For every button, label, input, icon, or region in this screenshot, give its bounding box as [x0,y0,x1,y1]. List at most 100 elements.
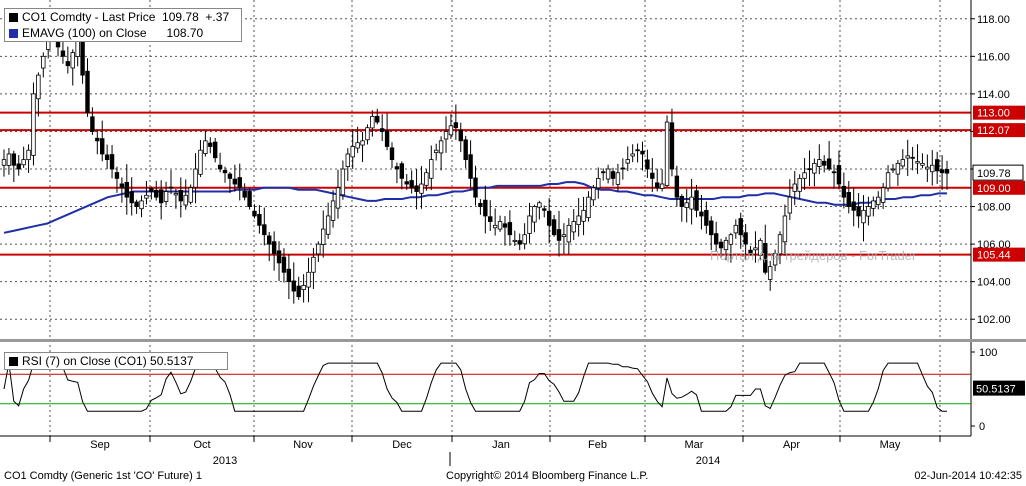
price-candle [129,177,134,216]
price-candle [939,155,945,190]
legend-rsi-value: 50.5137 [150,354,194,368]
last-price-tag [972,164,1024,181]
price-candle [443,116,449,153]
price-candle [615,163,621,192]
level-label: 113.00 [977,108,1010,120]
price-candle [905,139,910,177]
price-candle [748,246,753,256]
price-candle [41,52,46,78]
price-candle [944,160,950,190]
price-candle [841,172,847,209]
price-legend: CO1 Comdty - Last Price 109.78 +.37 EMAV… [4,8,242,42]
year-tick-label: 2014 [696,455,720,467]
price-candle [718,238,724,258]
legend-row-rsi[interactable]: RSI (7) on Close (CO1) 50.5137 [5,353,227,369]
y-tick-label: 114.00 [977,89,1010,101]
price-candle [925,154,930,182]
price-candle [276,241,282,282]
price-candle [934,151,940,184]
price-candle [767,260,773,291]
price-candle [831,164,837,189]
price-candle [60,39,66,64]
price-candle [394,162,400,184]
price-candle [384,113,390,151]
y-tick-label: 116.00 [977,51,1010,63]
price-candle [694,184,699,218]
price-candle [222,166,228,183]
price-candle [193,153,198,204]
price-candle [212,137,218,163]
y-tick-label: 104.00 [977,277,1011,289]
price-candle [232,164,238,192]
price-candle [70,49,75,86]
legend-row-price[interactable]: CO1 Comdty - Last Price 109.78 +.37 [5,9,241,25]
price-candle [930,150,935,186]
month-tick-label: Feb [588,439,607,451]
legend-row-ema[interactable]: EMAVG (100) on Close 108.70 [5,25,241,41]
price-candle [836,150,842,190]
price-candle [772,249,778,272]
price-candle [271,231,277,271]
price-candle [561,223,567,254]
price-candle [483,185,488,234]
price-candle [330,190,336,228]
price-candle [154,180,159,201]
price-candle [635,143,640,163]
price-candle [21,146,26,168]
price-candle [409,170,414,194]
price-candle [473,165,478,206]
legend-ema-value: 108.70 [166,26,204,40]
price-candle [738,212,743,249]
price-candle [522,223,527,250]
rsi-tick-label: 100 [979,347,997,359]
price-candle [596,167,601,199]
price-candle [488,200,493,231]
price-candle [699,194,704,230]
price-candle [822,155,827,173]
month-tick-label: Sep [90,439,110,451]
price-candle [453,104,459,140]
month-tick-label: Apr [783,439,800,451]
price-candle [600,168,606,181]
rsi-line [3,362,947,412]
price-candle [723,236,729,261]
footer-center: Copyright© 2014 Bloomberg Finance L.P. [446,470,649,482]
legend-price-value: 109.78 [162,10,199,24]
price-candle [542,205,547,218]
price-candle [208,137,213,154]
price-candle [311,247,316,290]
price-candle [620,158,626,180]
level-tag [973,105,1025,120]
price-candle [104,144,110,169]
price-candle [203,130,208,157]
price-candle [512,230,517,246]
price-candle [458,122,463,153]
price-candle [65,46,71,74]
y-tick-label: 118.00 [977,14,1010,26]
price-candle [414,168,419,210]
price-candle [797,174,802,199]
price-candle [664,115,670,188]
price-candle [876,191,881,210]
price-candle [817,144,822,175]
price-candle [900,149,905,170]
price-candle [90,107,95,135]
price-candle [149,186,154,200]
last-price-label: 109.78 [977,168,1011,180]
month-tick-label: Oct [193,439,210,451]
price-candle [807,150,812,186]
price-candle [571,209,576,241]
price-candle [463,135,468,169]
level-tag [973,180,1025,195]
price-candle [144,180,149,205]
price-candle [227,172,233,194]
price-candle [267,231,272,262]
price-candle [709,216,714,251]
level-label: 109.00 [977,183,1011,195]
ema-swatch-icon [9,28,18,38]
price-candle [217,152,223,173]
price-candle [851,187,856,227]
price-candle [379,114,385,142]
price-candle [424,169,429,191]
price-candle [826,140,832,171]
